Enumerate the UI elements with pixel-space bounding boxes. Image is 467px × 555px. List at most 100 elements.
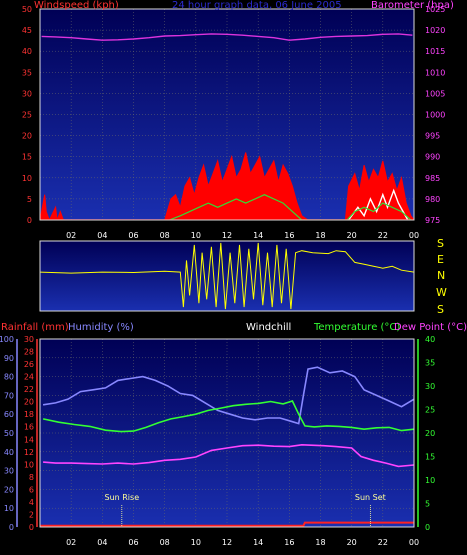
windspeed-tick-label: 45	[22, 26, 32, 35]
humidity-tick-label: 0	[9, 523, 14, 532]
direction-series	[40, 242, 414, 310]
dewpoint-legend: Dew Point (°C)	[394, 322, 467, 333]
rainfall-tick-label: 16	[24, 423, 34, 432]
rainfall-tick-label: 24	[24, 373, 34, 382]
temperature-tick-label: 20	[425, 429, 435, 438]
compass-label-south-top: S	[437, 237, 444, 250]
direction-plot-area	[40, 241, 414, 311]
wind-hour-label: 14	[253, 231, 263, 240]
temperature-tick-label: 10	[425, 476, 435, 485]
temp-hour-label: 14	[253, 538, 263, 547]
rainfall-axis-label: Rainfall (mm)	[1, 322, 69, 333]
barometer-tick-label: 1015	[425, 47, 445, 56]
barometer-tick-label: 975	[425, 216, 440, 225]
windspeed-tick-label: 30	[22, 89, 32, 98]
barometer-tick-label: 985	[425, 174, 440, 183]
humidity-tick-label: 70	[4, 391, 14, 400]
direction-plot-frame	[39, 240, 415, 312]
humidity-tick-label: 80	[4, 373, 14, 382]
compass-labels: S E N W S	[436, 237, 447, 316]
wind-average-line	[169, 194, 412, 220]
barometer-tick-label: 1000	[425, 111, 445, 120]
temp-grid	[40, 338, 415, 528]
barometer-tick-label: 990	[425, 153, 440, 162]
wind-hour-labels: 02 04 06 08 10 12 14 16 18 20 22 00	[66, 231, 419, 240]
temp-hour-label: 10	[191, 538, 201, 547]
windspeed-tick-labels: 0 5 10 15 20 25 30 35 40 45 50	[22, 5, 32, 225]
rainfall-line	[40, 521, 414, 527]
wind-hour-label: 18	[315, 231, 325, 240]
humidity-tick-label: 100	[0, 335, 14, 344]
wind-gust-line	[348, 188, 409, 220]
temperature-tick-label: 5	[425, 500, 430, 509]
rainfall-tick-label: 8	[29, 473, 34, 482]
rainfall-tick-label: 26	[24, 360, 34, 369]
rainfall-tick-label: 22	[24, 385, 34, 394]
windspeed-tick-label: 35	[22, 68, 32, 77]
wind-hour-label: 04	[97, 231, 107, 240]
wind-speed-area	[40, 152, 414, 220]
temp-hour-label: 22	[378, 538, 388, 547]
barometer-tick-label: 1020	[425, 26, 445, 35]
windchill-legend: Windchill	[246, 322, 291, 333]
sun-event-label: Sun Rise	[104, 493, 139, 502]
wind-hour-label: 00	[409, 231, 419, 240]
humidity-tick-label: 90	[4, 354, 14, 363]
barometer-tick-label: 1005	[425, 89, 445, 98]
temp-hour-label: 08	[160, 538, 170, 547]
barometer-tick-labels: 975 980 985 990 995 1000 1005 1010 1015 1020 1025	[425, 5, 445, 225]
windspeed-tick-label: 50	[22, 5, 32, 14]
temperature-tick-label: 40	[425, 335, 435, 344]
compass-label-north: N	[437, 269, 445, 282]
wind-hour-label: 08	[160, 231, 170, 240]
humidity-tick-label: 30	[4, 467, 14, 476]
rainfall-tick-label: 28	[24, 348, 34, 357]
rainfall-tick-label: 12	[24, 448, 34, 457]
temperature-tick-label: 0	[425, 523, 430, 532]
windspeed-tick-label: 20	[22, 132, 32, 141]
rainfall-tick-label: 6	[29, 485, 34, 494]
temp-hour-label: 00	[409, 538, 419, 547]
compass-label-south-bottom: S	[437, 303, 444, 316]
humidity-tick-label: 20	[4, 485, 14, 494]
rainfall-tick-label: 0	[29, 523, 34, 532]
barometer-tick-label: 980	[425, 195, 440, 204]
wind-plot-frame	[39, 8, 415, 221]
barometer-tick-label: 995	[425, 132, 440, 141]
wind-direction-line	[40, 242, 414, 310]
wind-hour-label: 22	[378, 231, 388, 240]
temp-hour-label: 06	[128, 538, 138, 547]
rainfall-tick-label: 18	[24, 410, 34, 419]
humidity-tick-label: 60	[4, 410, 14, 419]
rainfall-tick-label: 14	[24, 435, 34, 444]
wind-series	[40, 33, 414, 220]
wind-hour-label: 20	[347, 231, 357, 240]
temp-hum-panel: Rainfall (mm) Humidity (%) Windchill Tem…	[0, 322, 467, 547]
temp-hour-label: 04	[97, 538, 107, 547]
barometer-line	[41, 33, 413, 41]
temperature-line	[42, 400, 414, 433]
windspeed-tick-label: 25	[22, 111, 32, 120]
rainfall-tick-label: 20	[24, 398, 34, 407]
temperature-tick-label: 35	[425, 359, 435, 368]
temp-plot-frame	[39, 338, 415, 528]
temperature-tick-label: 15	[425, 453, 435, 462]
humidity-tick-label: 10	[4, 504, 14, 513]
dewpoint-line	[43, 443, 414, 468]
rainfall-tick-label: 10	[24, 460, 34, 469]
temp-hour-label: 02	[66, 538, 76, 547]
humidity-tick-labels: 0 10 20 30 40 50 60 70 80 90 100	[0, 335, 18, 532]
barometer-tick-label: 1010	[425, 68, 445, 77]
temp-hour-label: 18	[315, 538, 325, 547]
humidity-axis-label: Humidity (%)	[68, 322, 134, 333]
wind-hour-label: 02	[66, 231, 76, 240]
wind-hour-label: 06	[128, 231, 138, 240]
humidity-tick-label: 50	[4, 429, 14, 438]
rainfall-tick-label: 4	[29, 498, 34, 507]
compass-label-west: W	[436, 286, 447, 299]
wind-hour-label: 10	[191, 231, 201, 240]
barometer-tick-label: 1025	[425, 5, 445, 14]
